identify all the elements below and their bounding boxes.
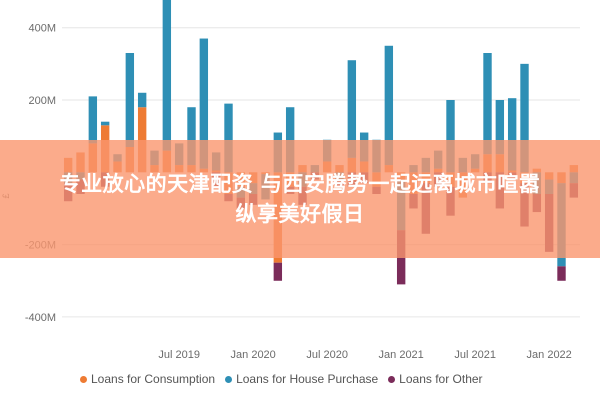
legend-swatch-house-purchase [225,375,233,383]
bar-loans-for-house-purchase [507,98,517,171]
y-tick-label: 200M [28,95,56,107]
y-tick-label: 400M [28,23,56,35]
legend-swatch-consumption [80,375,87,383]
bar-loans-for-house-purchase [125,53,135,147]
bar-loans-for-consumption [137,107,147,173]
x-tick-label: Jan 2021 [379,349,424,361]
x-tick-label: Jan 2022 [527,349,572,361]
bar-loans-for-other [557,266,566,281]
bar-loans-for-house-purchase [137,92,147,108]
bar-loans-for-house-purchase [187,107,196,166]
x-axis-tick-labels: Jul 2019 Jan 2020 Jul 2020 Jan 2021 Jul 2021… [158,349,571,361]
legend-label-other: Loans for Other [399,372,483,386]
x-tick-label: Jan 2020 [231,349,276,361]
promo-overlay-banner[interactable]: 专业放心的天津配资 与西安腾势一起远离城市喧嚣 纵享美好假日 [0,140,600,258]
bar-loans-for-house-purchase [199,38,209,169]
bar-loans-for-other [273,262,283,281]
bar-loans-for-house-purchase [483,53,492,155]
bar-loans-for-house-purchase [88,96,98,144]
bar-loans-for-house-purchase [384,45,394,166]
x-tick-label: Jul 2020 [306,349,348,361]
legend-item-house-purchase: Loans for House Purchase [225,372,378,386]
y-tick-label: -400M [25,312,56,324]
bar-loans-for-house-purchase [347,60,357,158]
bar-loans-for-house-purchase [446,100,455,173]
bar-loans-for-house-purchase [100,121,110,126]
bar-loans-for-house-purchase [285,107,295,173]
bar-loans-for-house-purchase [520,63,529,173]
banner-headline: 专业放心的天津配资 与西安腾势一起远离城市喧嚣 [59,172,541,196]
legend-label-consumption: Loans for Consumption [91,372,216,386]
chart-legend: Loans for Consumption Loans for House Pu… [80,372,483,386]
bar-loans-for-house-purchase [495,100,505,155]
legend-label-house-purchase: Loans for House Purchase [236,372,379,386]
bar-loans-for-house-purchase [162,0,172,151]
x-tick-label: Jul 2021 [454,349,496,361]
banner-subline: 纵享美好假日 [235,202,365,226]
legend-swatch-other [388,375,396,383]
legend-item-other: Loans for Other [388,372,483,386]
x-tick-label: Jul 2019 [158,349,200,361]
legend-item-consumption: Loans for Consumption [80,372,215,386]
bar-loans-for-house-purchase [224,103,233,173]
